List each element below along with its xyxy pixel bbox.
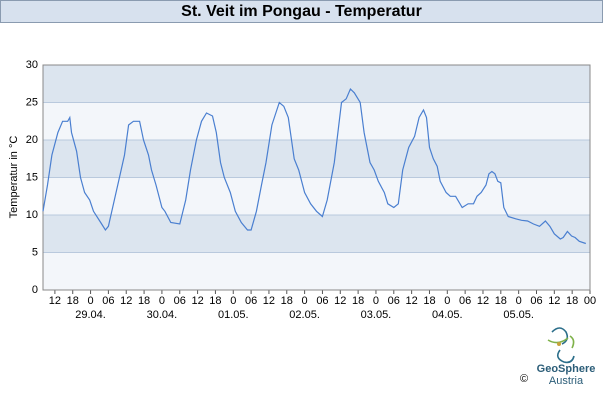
x-tick-label: 06 xyxy=(316,295,328,307)
x-tick-label: 0 xyxy=(516,295,522,307)
day-label: 04.05. xyxy=(432,309,463,321)
x-tick-label: 0 xyxy=(444,295,450,307)
x-tick-label: 06 xyxy=(530,295,542,307)
grid-band xyxy=(43,215,590,253)
y-tick-label: 20 xyxy=(26,134,38,146)
y-tick-label: 5 xyxy=(32,246,38,258)
plot-border xyxy=(42,64,591,291)
copyright: © xyxy=(520,373,528,385)
x-tick-label: 0 xyxy=(159,295,165,307)
day-label: 30.04. xyxy=(147,309,178,321)
x-tick-label: 06 xyxy=(388,295,400,307)
grid-band xyxy=(43,102,590,140)
x-tick-label: 12 xyxy=(263,295,275,307)
y-tick-label: 30 xyxy=(26,59,38,71)
x-tick-label: 12 xyxy=(477,295,489,307)
x-tick-label: 0 xyxy=(302,295,308,307)
day-label: 01.05. xyxy=(218,309,249,321)
temperature-line xyxy=(42,87,586,245)
day-label: 29.04. xyxy=(75,309,106,321)
grid-band xyxy=(43,177,590,215)
x-tick-label: 18 xyxy=(138,295,150,307)
logo-icon xyxy=(547,327,575,364)
y-tick-label: 0 xyxy=(32,284,38,296)
x-tick-label: 12 xyxy=(49,295,61,307)
grid-band xyxy=(43,140,590,178)
x-tick-label: 12 xyxy=(334,295,346,307)
day-label: 03.05. xyxy=(361,309,392,321)
x-tick-label: 18 xyxy=(566,295,578,307)
grid-band xyxy=(43,252,590,290)
x-tick-label: 12 xyxy=(406,295,418,307)
x-tick-label: 06 xyxy=(459,295,471,307)
x-tick-label: 00 xyxy=(584,295,596,307)
x-tick-label: 06 xyxy=(174,295,186,307)
y-axis-label: Temperatur in °C xyxy=(8,136,20,219)
x-tick-label: 06 xyxy=(245,295,257,307)
y-tick-label: 10 xyxy=(26,209,38,221)
x-tick-label: 18 xyxy=(209,295,221,307)
x-tick-label: 18 xyxy=(495,295,507,307)
day-label: 05.05. xyxy=(503,309,534,321)
x-tick-label: 18 xyxy=(423,295,435,307)
y-tick-label: 25 xyxy=(26,96,38,108)
logo-sub: Austria xyxy=(549,375,584,387)
x-tick-label: 0 xyxy=(373,295,379,307)
chart-title: St. Veit im Pongau - Temperatur xyxy=(0,0,603,23)
x-tick-label: 12 xyxy=(191,295,203,307)
x-tick-label: 18 xyxy=(352,295,364,307)
x-tick-label: 12 xyxy=(120,295,132,307)
day-label: 02.05. xyxy=(289,309,320,321)
x-tick-label: 06 xyxy=(102,295,114,307)
logo-name: GeoSphere xyxy=(537,363,596,375)
x-tick-label: 0 xyxy=(88,295,94,307)
x-tick-label: 12 xyxy=(548,295,560,307)
x-tick-label: 0 xyxy=(230,295,236,307)
y-tick-label: 15 xyxy=(26,171,38,183)
x-tick-label: 18 xyxy=(281,295,293,307)
x-tick-label: 18 xyxy=(67,295,79,307)
grid-band xyxy=(43,65,590,103)
